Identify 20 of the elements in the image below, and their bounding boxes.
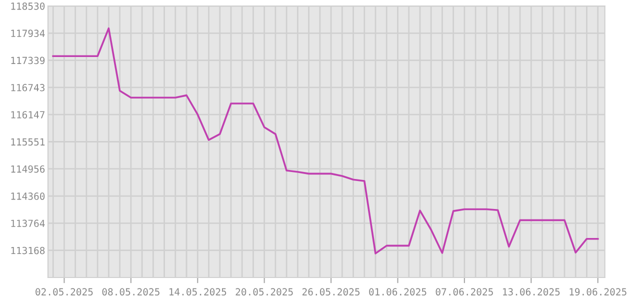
y-tick-label: 117934 (11, 30, 45, 38)
x-tick-label: 26.05.2025 (302, 288, 360, 296)
y-tick-label: 115551 (11, 138, 45, 146)
x-tick-label: 19.06.2025 (570, 288, 626, 296)
x-tick-label: 20.05.2025 (236, 288, 293, 296)
y-tick-label: 118530 (11, 2, 45, 10)
x-tick-label: 14.05.2025 (170, 288, 226, 296)
y-tick-label: 116147 (11, 111, 44, 118)
y-tick-label: 114956 (11, 165, 45, 173)
x-tick-label: 08.05.2025 (102, 288, 160, 296)
y-tick-label: 117339 (11, 56, 45, 64)
x-tick-label: 07.06.2025 (436, 288, 493, 296)
y-tick-label: 116743 (11, 84, 44, 92)
line-series (52, 27, 599, 254)
x-tick-label: 02.05.2025 (36, 288, 93, 296)
y-tick-label: 113764 (11, 220, 45, 228)
y-tick-label: 113168 (11, 246, 45, 254)
x-tick-label: 01.06.2025 (369, 288, 426, 296)
x-tick-label: 13.06.2025 (503, 288, 560, 296)
y-tick-label: 114360 (11, 192, 45, 200)
